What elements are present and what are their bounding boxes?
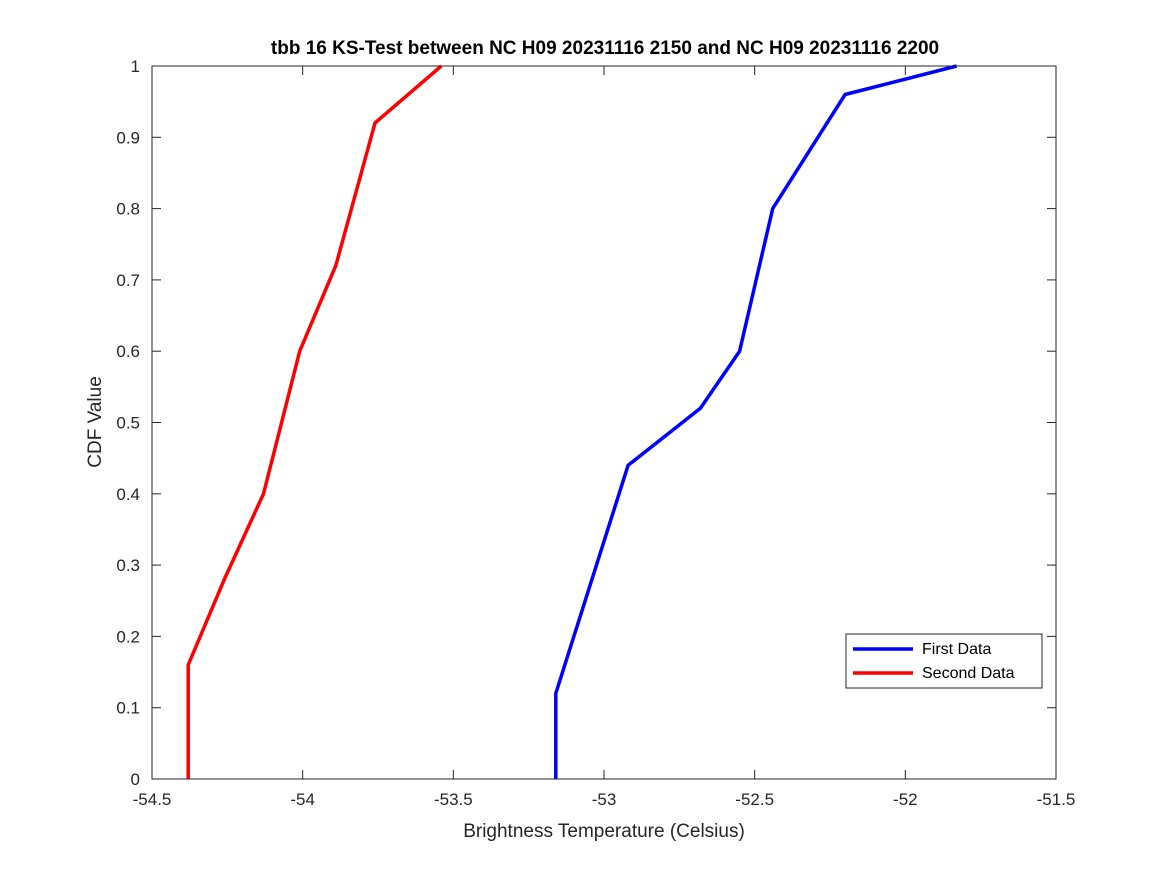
- y-tick-label: 0.8: [116, 200, 140, 219]
- y-tick-label: 0.7: [116, 271, 140, 290]
- y-tick-label: 0.6: [116, 342, 140, 361]
- y-axis: 0 0.1 0.2 0.3 0.4 0.5 0.6 0.7 0.8 0.9 1: [116, 57, 1056, 789]
- x-tick-label: -52: [893, 790, 918, 809]
- x-tick-label: -53: [592, 790, 617, 809]
- chart-title: tbb 16 KS-Test between NC H09 20231116 2…: [271, 38, 939, 59]
- x-tick-label: -53.5: [434, 790, 473, 809]
- legend-box: [845, 633, 1043, 689]
- legend: First Data Second Data: [845, 633, 1043, 689]
- series-line-1: [554, 64, 958, 779]
- series-layer: [186, 64, 958, 779]
- legend-label-2: Second Data: [922, 665, 1015, 682]
- y-tick-label: 0.3: [116, 556, 140, 575]
- y-tick-label: 0: [131, 770, 140, 789]
- y-tick-label: 0.5: [116, 414, 140, 433]
- series-line-2: [186, 64, 443, 779]
- y-tick-label: 0.9: [116, 128, 140, 147]
- x-tick-label: -52.5: [735, 790, 774, 809]
- x-tick-label: -54.5: [133, 790, 172, 809]
- x-tick-label: -51.5: [1037, 790, 1076, 809]
- x-axis-label: Brightness Temperature (Celsius): [463, 821, 745, 842]
- y-tick-label: 1: [131, 57, 140, 76]
- y-tick-label: 0.2: [116, 627, 140, 646]
- x-axis: -54.5 -54 -53.5 -53 -52.5 -52 -51.5: [133, 66, 1076, 809]
- y-tick-label: 0.4: [116, 485, 140, 504]
- legend-label-1: First Data: [922, 641, 991, 658]
- y-tick-label: 0.1: [116, 699, 140, 718]
- x-tick-label: -54: [290, 790, 315, 809]
- y-axis-label: CDF Value: [85, 376, 106, 468]
